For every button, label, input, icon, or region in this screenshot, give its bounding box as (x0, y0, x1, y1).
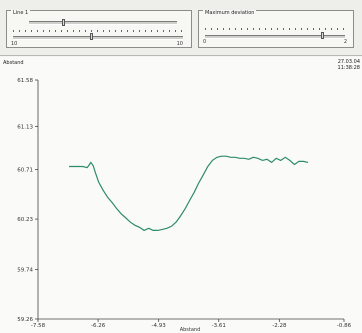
timestamp-time: 11:38:28 (337, 65, 360, 71)
deviation-max-label: 2 (343, 39, 347, 45)
series-line (69, 155, 309, 232)
toolbar: Line 1 10 10 Maximum deviation 0 2 (0, 0, 362, 56)
line-max-label: 10 (176, 41, 183, 47)
y-tick-label: 60.71 (17, 168, 33, 174)
line-slider-track-2[interactable] (13, 36, 183, 40)
x-tick-label: -4.93 (152, 323, 167, 329)
y-tick-label: 60.23 (17, 217, 33, 223)
deviation-slider-group: Maximum deviation 0 2 (198, 10, 354, 48)
line-slider-ticks (13, 30, 183, 32)
line-min-label: 10 (11, 41, 18, 47)
deviation-slider-track[interactable] (205, 35, 345, 39)
x-tick-label: -6.26 (91, 323, 106, 329)
deviation-min-label: 0 (203, 39, 207, 45)
y-tick-label: 59.26 (17, 317, 33, 323)
timestamp: 27.03.04 11:38:28 (338, 59, 360, 71)
deviation-slider-thumb[interactable] (321, 32, 325, 39)
y-tick-label: 59.74 (17, 268, 33, 274)
deviation-slider-ticks (205, 28, 345, 30)
line-slider-thumb-2[interactable] (89, 33, 93, 40)
x-axis-title: Abstand (180, 327, 201, 333)
x-tick-label: -7.58 (31, 323, 46, 329)
line-slider-thumb-1[interactable] (61, 19, 65, 26)
deviation-group-title: Maximum deviation (203, 10, 257, 17)
plot-area (0, 57, 362, 333)
x-tick-label: -3.61 (212, 323, 226, 329)
y-axis-title: Abstand (3, 60, 24, 66)
timestamp-date: 27.03.04 (337, 59, 360, 65)
line-group-title: Line 1 (11, 10, 31, 17)
x-tick-label: -2.28 (272, 323, 287, 329)
y-tick-label: 61.58 (17, 78, 33, 84)
line-slider-group: Line 1 10 10 (6, 10, 192, 48)
line-slider-track-1[interactable] (29, 21, 177, 25)
y-tick-label: 61.13 (17, 124, 33, 130)
x-tick-label: -0.86 (337, 323, 352, 329)
